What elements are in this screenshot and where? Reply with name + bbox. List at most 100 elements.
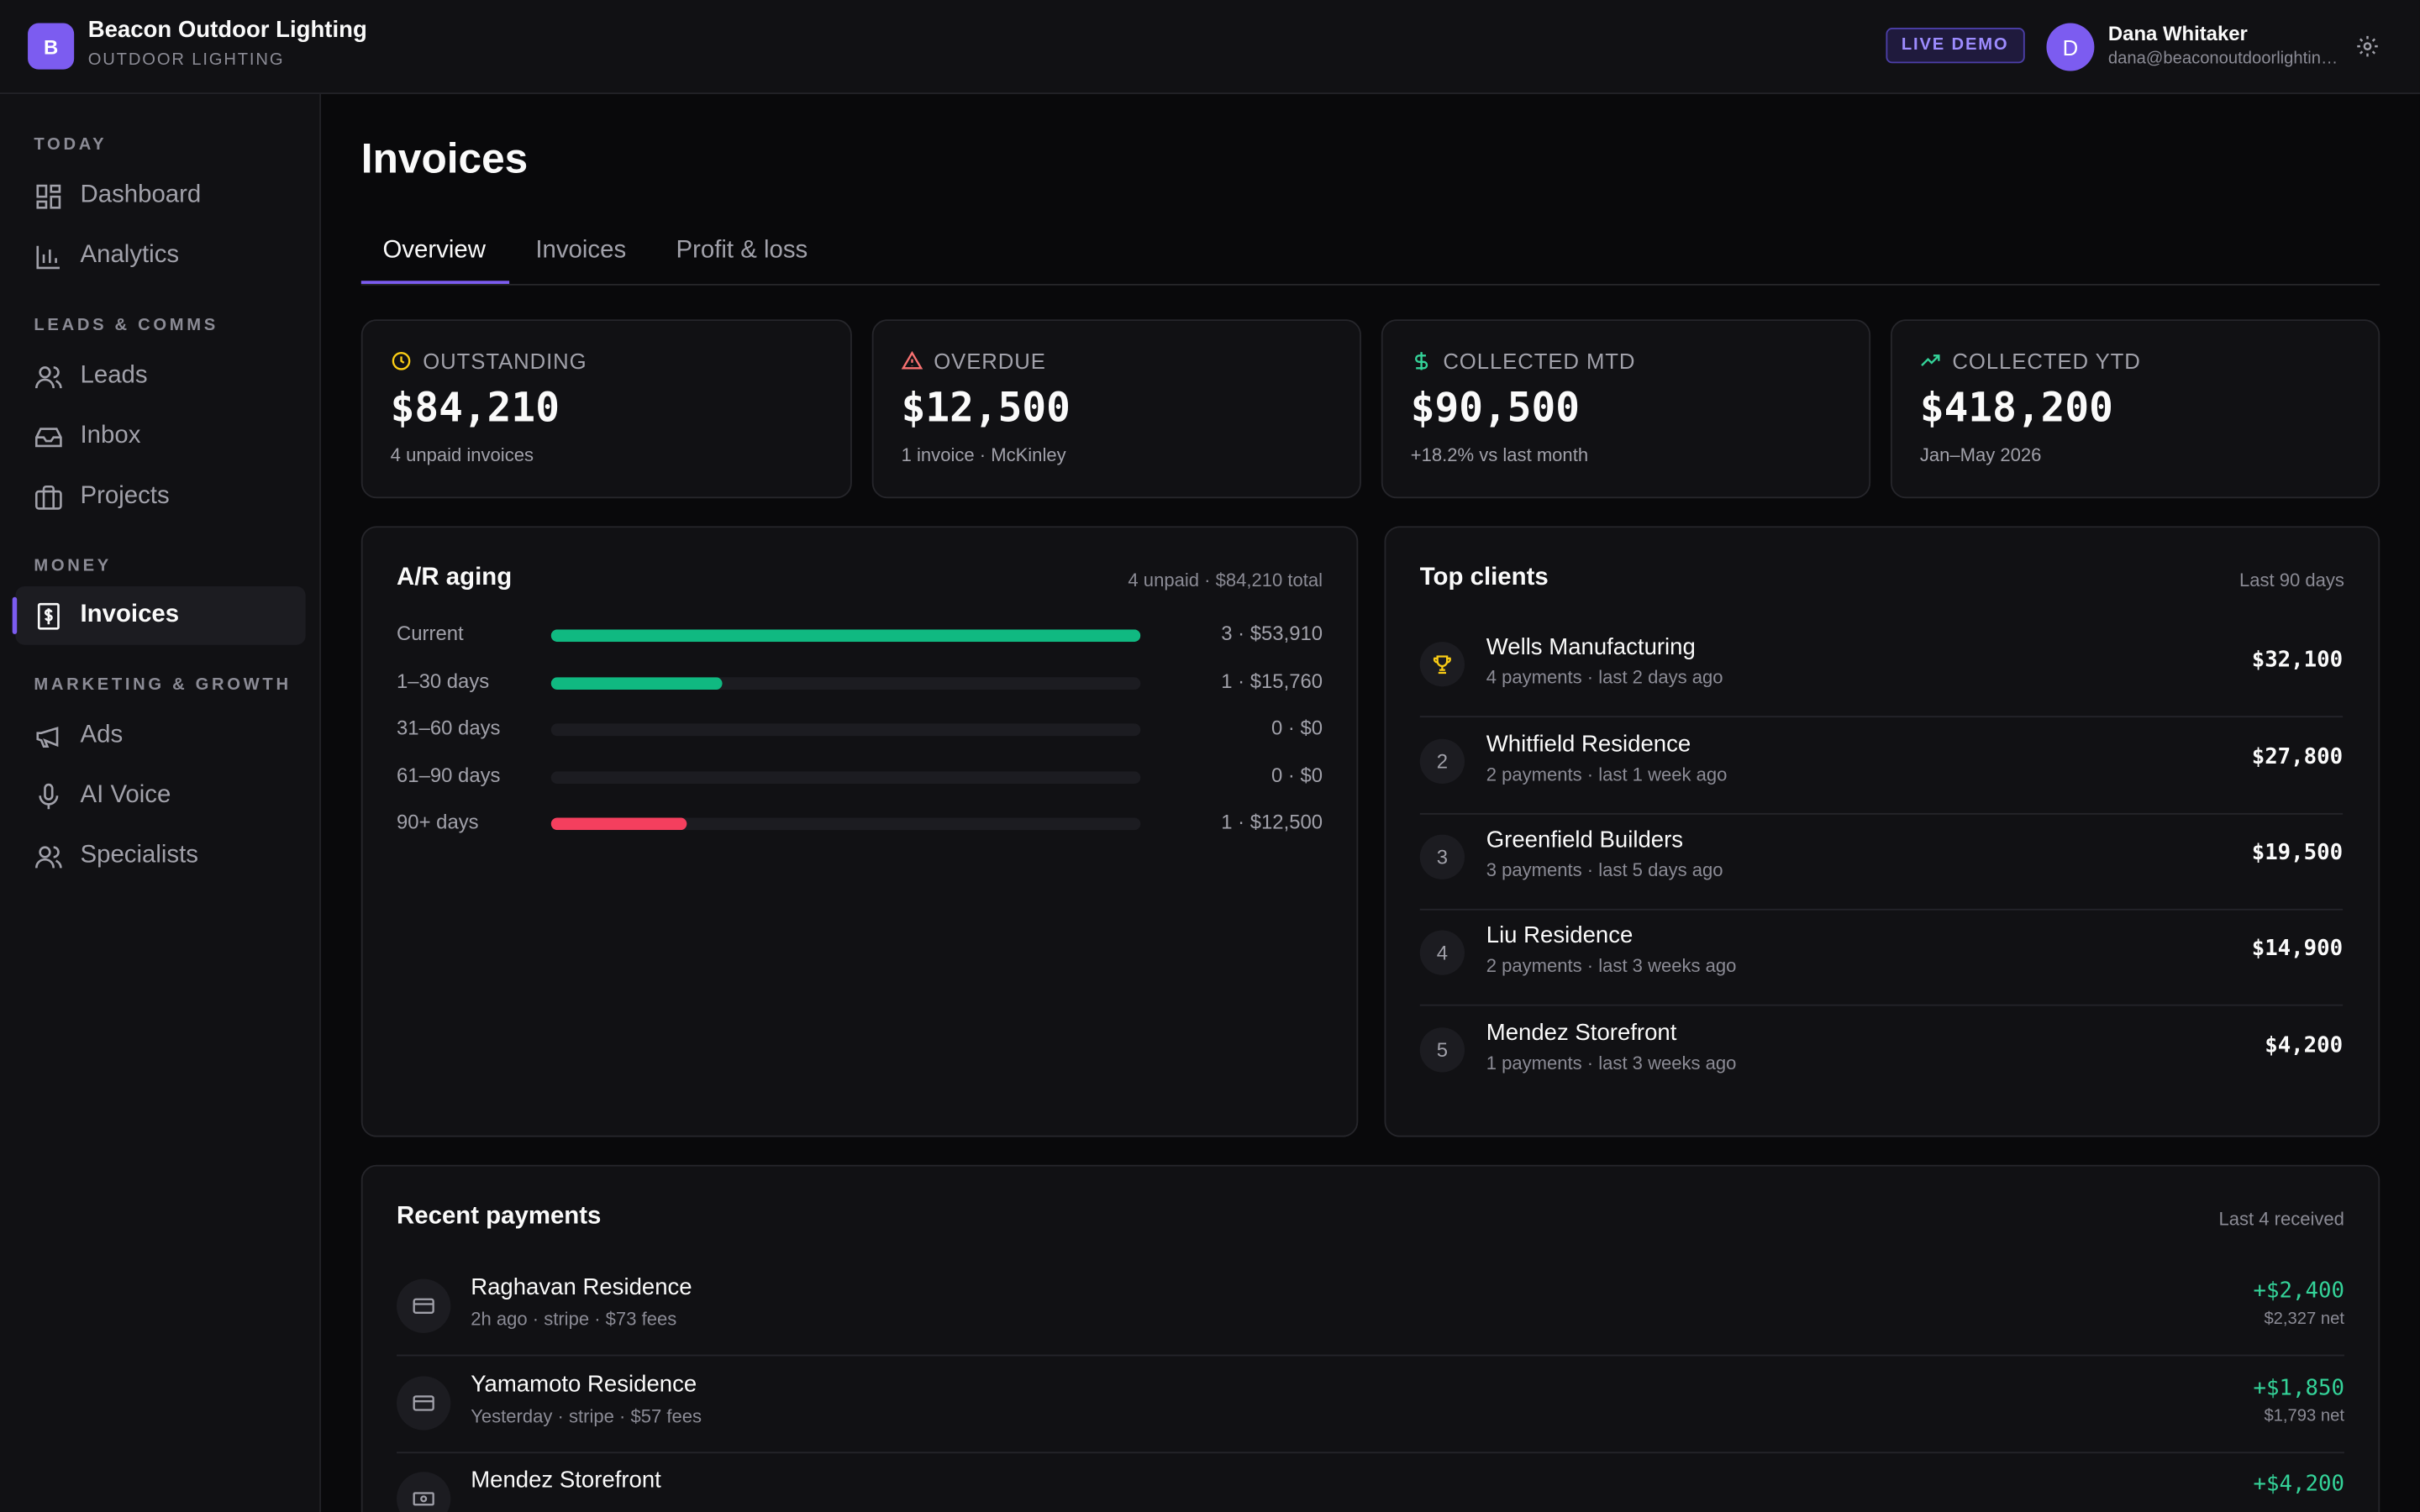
client-row[interactable]: 4 Liu Residence 2 payments · last 3 week… — [1419, 911, 2344, 1006]
credit-card-icon — [413, 1298, 434, 1314]
aging-bucket-value: 1 · $12,500 — [1221, 810, 1323, 833]
card-title: A/R aging — [397, 564, 513, 591]
stat-card-overdue[interactable]: OVERDUE $12,500 1 invoice · McKinley — [871, 319, 1361, 499]
sidebar-item-invoices[interactable]: Invoices — [12, 585, 306, 645]
credit-card-icon — [413, 1395, 434, 1411]
stat-card-collected-mtd[interactable]: COLLECTED MTD $90,500 +18.2% vs last mon… — [1381, 319, 1871, 499]
card-meta: 4 unpaid · $84,210 total — [1128, 569, 1323, 591]
brand-name: Beacon Outdoor Lighting — [87, 17, 367, 44]
top-bar: B Beacon Outdoor Lighting OUTDOOR LIGHTI… — [0, 0, 2420, 95]
payment-net: $1,793 net — [2264, 1407, 2344, 1426]
rank-badge: 3 — [1419, 834, 1465, 879]
client-row[interactable]: 5 Mendez Storefront 1 payments · last 3 … — [1419, 1007, 2344, 1103]
client-name: Greenfield Builders — [1486, 827, 1684, 853]
client-amount: $4,200 — [2265, 1033, 2344, 1058]
client-meta: 4 payments · last 2 days ago — [1486, 666, 1723, 689]
stat-label-row: OUTSTANDING — [391, 349, 587, 373]
client-amount: $32,100 — [2251, 648, 2344, 673]
stat-label-row: COLLECTED YTD — [1920, 349, 2141, 373]
payment-meta: Yesterday · stripe · $57 fees — [471, 1405, 702, 1427]
user-avatar[interactable]: D — [2046, 23, 2095, 71]
sidebar-item-label: Projects — [80, 482, 170, 510]
aging-bar-track — [550, 723, 1141, 737]
tab-overview[interactable]: Overview — [382, 237, 486, 265]
aging-bucket-value: 0 · $0 — [1270, 716, 1323, 739]
payment-client: Mendez Storefront — [471, 1467, 661, 1494]
stat-value: $418,200 — [1919, 386, 2113, 433]
ar-aging-card: A/R aging 4 unpaid · $84,210 total Curre… — [360, 526, 1359, 1137]
user-email: dana@beaconoutdoorlighting.com — [2107, 49, 2340, 68]
card-title: Top clients — [1419, 564, 1549, 591]
payment-row[interactable]: Yamamoto Residence Yesterday · stripe · … — [397, 1357, 2344, 1454]
sidebar-item-specialists[interactable]: Specialists — [15, 827, 305, 885]
sidebar-item-label: Specialists — [80, 842, 198, 869]
client-row[interactable]: 3 Greenfield Builders 3 payments · last … — [1419, 815, 2344, 911]
stat-subtext: 1 invoice · McKinley — [901, 444, 1066, 466]
invoice-icon — [37, 602, 60, 630]
sidebar-item-label: AI Voice — [80, 782, 171, 809]
aging-bar-track — [550, 770, 1141, 784]
payment-client: Raghavan Residence — [471, 1274, 692, 1301]
client-name: Whitfield Residence — [1486, 731, 1691, 758]
stat-value: $84,210 — [390, 386, 560, 433]
gear-icon[interactable] — [2355, 34, 2380, 58]
sidebar-item-ads[interactable]: Ads — [15, 706, 305, 765]
nav-section-title: MARKETING & GROWTH — [34, 675, 292, 695]
client-row[interactable]: Wells Manufacturing 4 payments · last 2 … — [1419, 622, 2344, 718]
megaphone-icon — [36, 727, 59, 748]
sidebar-item-ai-voice[interactable]: AI Voice — [15, 767, 305, 826]
payment-row[interactable]: Mendez Storefront +$4,200 — [397, 1453, 2344, 1512]
client-meta: 2 payments · last 3 weeks ago — [1486, 954, 1737, 977]
aging-bucket-label: 90+ days — [397, 810, 479, 833]
alert-triangle-icon — [901, 350, 923, 370]
sidebar-item-label: Leads — [80, 362, 148, 389]
sidebar-item-inbox[interactable]: Inbox — [15, 407, 305, 466]
sidebar-item-label: Ads — [80, 722, 124, 748]
trending-up-icon — [1921, 354, 1940, 366]
dashboard-icon — [36, 184, 61, 209]
sidebar-item-label: Dashboard — [80, 181, 202, 208]
sidebar: TODAY Dashboard Analytics LEADS & COMMS … — [0, 94, 322, 1512]
client-amount: $19,500 — [2251, 841, 2344, 866]
nav-section-title: MONEY — [34, 557, 112, 576]
sidebar-item-leads[interactable]: Leads — [15, 347, 305, 406]
client-meta: 2 payments · last 1 week ago — [1486, 764, 1728, 785]
tab-profit-loss[interactable]: Profit & loss — [676, 237, 808, 265]
sidebar-item-dashboard[interactable]: Dashboard — [15, 166, 305, 225]
stat-subtext: Jan–May 2026 — [1919, 444, 2042, 466]
aging-bar-track — [550, 676, 1141, 690]
live-demo-badge: LIVE DEMO — [1886, 28, 2024, 64]
stat-subtext: 4 unpaid invoices — [390, 444, 534, 466]
payment-amount: +$1,850 — [2253, 1376, 2344, 1401]
stat-label: COLLECTED MTD — [1443, 349, 1636, 374]
client-name: Mendez Storefront — [1486, 1020, 1677, 1047]
sidebar-item-projects[interactable]: Projects — [15, 468, 305, 527]
client-meta: 3 payments · last 5 days ago — [1486, 859, 1723, 881]
brand-logo[interactable]: B — [28, 23, 75, 70]
rank-badge: 2 — [1419, 738, 1465, 785]
stat-card-outstanding[interactable]: OUTSTANDING $84,210 4 unpaid invoices — [360, 319, 852, 499]
aging-bucket-value: 3 · $53,910 — [1221, 622, 1323, 645]
aging-row: 31–60 days 0 · $0 — [397, 714, 1323, 745]
stat-card-collected-ytd[interactable]: COLLECTED YTD $418,200 Jan–May 2026 — [1890, 319, 2381, 499]
card-meta: Last 4 received — [2218, 1208, 2344, 1230]
card-meta: Last 90 days — [2238, 569, 2344, 591]
tab-invoices[interactable]: Invoices — [535, 237, 627, 265]
sidebar-item-analytics[interactable]: Analytics — [15, 227, 305, 286]
sidebar-item-label: Analytics — [80, 242, 180, 269]
microphone-icon — [39, 783, 59, 810]
aging-bar-track — [550, 629, 1141, 643]
client-row[interactable]: 2 Whitfield Residence 2 payments · last … — [1419, 719, 2344, 815]
trophy-icon — [1433, 655, 1451, 675]
brand-subtitle: OUTDOOR LIGHTING — [87, 50, 285, 70]
stat-value: $90,500 — [1410, 386, 1581, 433]
aging-row: 90+ days 1 · $12,500 — [397, 808, 1323, 839]
rank-badge: 5 — [1419, 1027, 1465, 1073]
payment-row[interactable]: Raghavan Residence 2h ago · stripe · $73… — [397, 1261, 2344, 1357]
payment-meta: 2h ago · stripe · $73 fees — [471, 1308, 677, 1331]
bar-chart-icon — [36, 245, 60, 270]
client-amount: $14,900 — [2251, 936, 2344, 962]
client-name: Liu Residence — [1486, 922, 1634, 949]
aging-bucket-value: 1 · $15,760 — [1221, 669, 1323, 692]
aging-bucket-label: Current — [397, 622, 464, 645]
